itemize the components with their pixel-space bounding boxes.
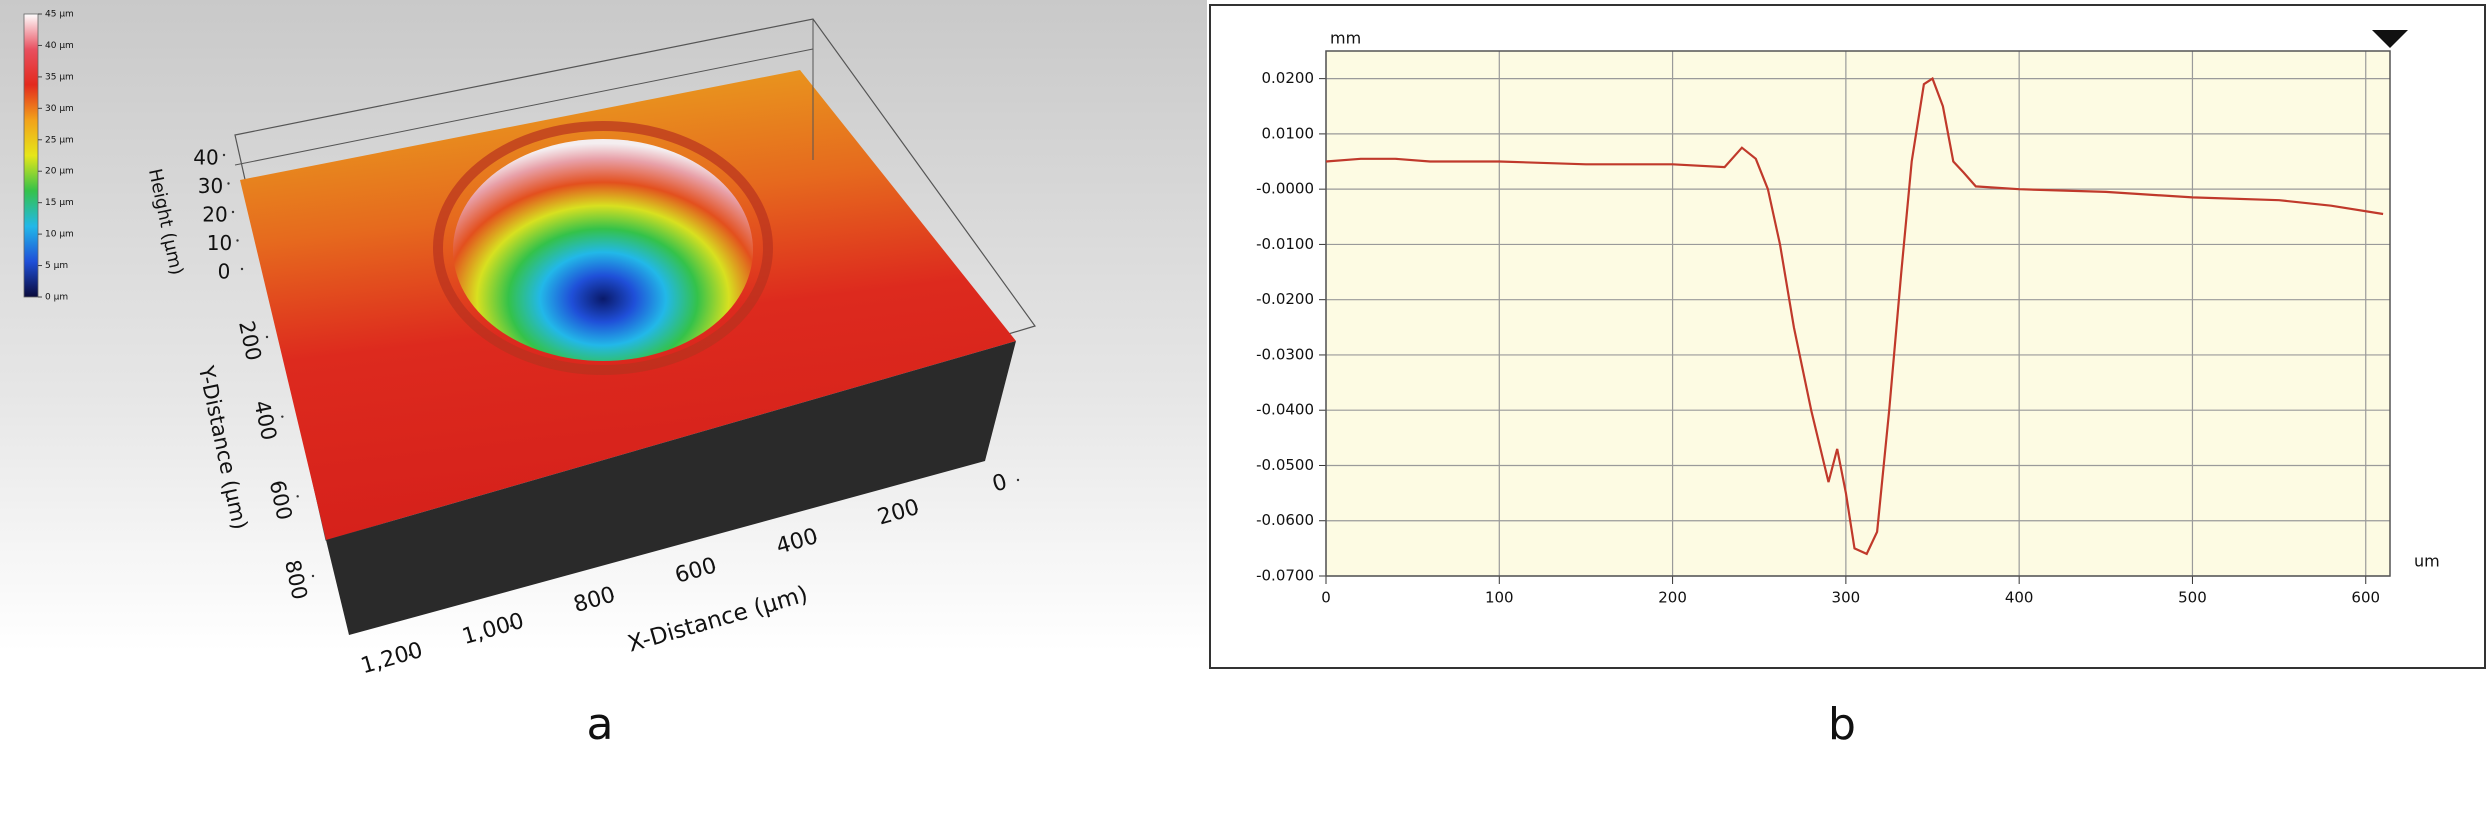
y-tick-label: -0.0000 <box>1256 180 1314 198</box>
y-tick-label: -0.0200 <box>1256 290 1314 308</box>
colorbar-tick-label: 25 μm <box>45 135 74 145</box>
panel-label: a <box>587 699 614 750</box>
x-tick <box>408 653 412 657</box>
y-tick-label: -0.0600 <box>1256 511 1314 529</box>
y-tick-label: -0.0100 <box>1256 235 1314 253</box>
y-tick-label: -0.0700 <box>1256 567 1314 585</box>
colorbar-tick-label: 35 μm <box>45 72 74 82</box>
z-tick-label: 0 <box>218 260 231 284</box>
colorbar-tick-label: 45 μm <box>45 10 74 20</box>
z-tick-label: 10 <box>207 231 232 255</box>
x-tick <box>1016 478 1020 482</box>
x-tick-label: 600 <box>2351 589 2380 607</box>
z-tick-label: 40 <box>193 146 218 170</box>
z-tick <box>240 267 244 271</box>
colorbar-tick-label: 0 μm <box>45 293 68 303</box>
y-unit: mm <box>1330 29 1361 48</box>
crater <box>453 139 753 361</box>
colorbar-tick-label: 20 μm <box>45 167 74 177</box>
x-tick-label: 500 <box>2178 589 2207 607</box>
x-tick <box>712 566 716 569</box>
x-tick <box>510 624 513 628</box>
z-tick <box>222 153 226 157</box>
x-tick-label: 0 <box>1321 589 1331 607</box>
x-tick-label: 0 <box>990 470 1010 498</box>
z-tick <box>231 210 235 214</box>
colorbar-tick-label: 10 μm <box>45 230 74 240</box>
x-tick-label: 400 <box>2005 589 2034 607</box>
x-tick <box>611 595 614 598</box>
surface-3d <box>234 18 1036 635</box>
x-tick-label: 200 <box>1658 589 1687 607</box>
y-tick-label: -0.0300 <box>1256 345 1314 363</box>
plot-area <box>1326 51 2390 576</box>
x-tick-label: 300 <box>1832 589 1861 607</box>
y-tick <box>296 495 299 498</box>
x-tick <box>814 537 817 540</box>
z-tick <box>236 239 239 242</box>
colorbar-tick-label: 30 μm <box>45 104 74 114</box>
y-tick-label: -0.0500 <box>1256 456 1314 474</box>
z-tick <box>227 182 230 185</box>
z-tick-label: 20 <box>202 203 227 227</box>
surface-side <box>326 341 1016 635</box>
y-tick-label: 0.0200 <box>1262 69 1315 87</box>
y-tick-label: 0.0100 <box>1262 124 1315 142</box>
x-tick-label: 100 <box>1485 589 1514 607</box>
y-tick <box>265 335 269 339</box>
colorbar <box>23 13 39 298</box>
y-tick <box>281 415 284 418</box>
y-tick-label: -0.0400 <box>1256 401 1314 419</box>
colorbar-tick-label: 5 μm <box>45 261 68 271</box>
colorbar-tick-label: 40 μm <box>45 41 74 51</box>
y-tick <box>311 574 315 578</box>
x-unit: um <box>2414 552 2440 571</box>
box-edge <box>234 48 814 166</box>
profile-line <box>1325 76 2384 556</box>
plot-border <box>1325 50 2391 577</box>
z-tick-label: 30 <box>198 174 223 198</box>
crater-rim <box>433 121 773 375</box>
colorbar-tick-label: 15 μm <box>45 198 74 208</box>
marker-triangle <box>2372 30 2408 48</box>
x-tick <box>915 507 918 511</box>
panel-label: b <box>1828 699 1856 750</box>
